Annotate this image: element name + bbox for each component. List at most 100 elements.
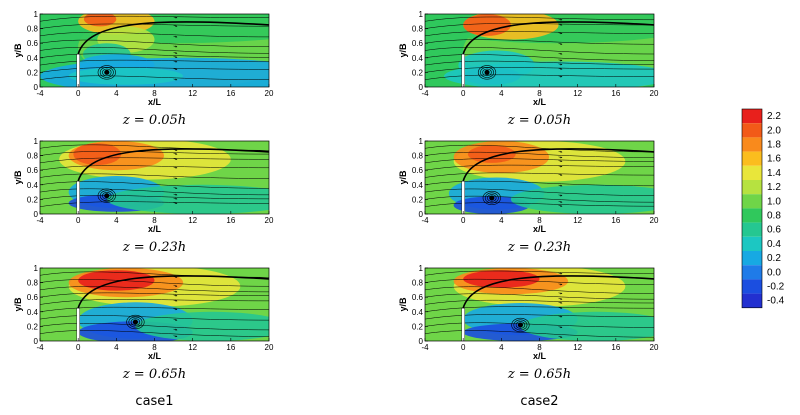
x-axis-label: x/L (533, 97, 547, 107)
contour-field (425, 14, 654, 87)
x-tick-label: 20 (265, 89, 274, 98)
colorbar-swatch (742, 151, 762, 166)
x-tick-label: 4 (499, 343, 504, 352)
x-tick-label: 8 (152, 343, 157, 352)
y-tick-label: 0.6 (412, 166, 424, 175)
wall (461, 53, 465, 87)
x-tick-label: 20 (650, 89, 659, 98)
y-axis-label: y/B (13, 170, 23, 185)
x-tick-label: 12 (573, 89, 582, 98)
x-tick-label: 0 (461, 343, 466, 352)
y-tick-label: 0 (34, 83, 39, 92)
wall (76, 180, 80, 214)
y-tick-label: 0.8 (412, 152, 424, 161)
x-tick-label: 8 (152, 89, 157, 98)
colorbar-label: 1.2 (767, 182, 781, 193)
y-axis-label: y/B (398, 43, 408, 58)
x-tick-label: 4 (114, 216, 119, 225)
y-tick-label: 0.6 (412, 293, 424, 302)
y-tick-label: 0.4 (27, 308, 39, 317)
colorbar-swatch (742, 279, 762, 294)
contour-field (425, 141, 654, 214)
x-tick-label: 0 (461, 89, 466, 98)
y-tick-label: 0.4 (412, 54, 424, 63)
x-tick-label: 16 (226, 216, 235, 225)
y-tick-label: 0 (419, 210, 424, 219)
y-tick-label: 0 (34, 210, 39, 219)
colorbar-swatch (742, 194, 762, 209)
y-tick-label: 0.4 (412, 308, 424, 317)
y-tick-label: 0.6 (27, 39, 39, 48)
y-tick-label: 0.2 (412, 68, 424, 77)
y-tick-label: 0.2 (27, 195, 39, 204)
colorbar-swatch (742, 222, 762, 237)
x-tick-label: 4 (114, 343, 119, 352)
colorbar-label: 0.2 (767, 253, 781, 264)
x-axis-label: x/L (148, 224, 162, 234)
x-tick-label: 12 (188, 89, 197, 98)
colorbar-swatch (742, 293, 762, 308)
x-tick-label: -4 (36, 343, 44, 352)
colorbar-swatch (742, 208, 762, 223)
x-tick-label: 0 (76, 343, 81, 352)
x-tick-label: 16 (611, 89, 620, 98)
y-tick-label: 0.8 (27, 152, 39, 161)
x-tick-label: 4 (499, 89, 504, 98)
x-tick-label: 20 (265, 343, 274, 352)
colorbar-label: 1.6 (767, 154, 781, 165)
colorbar-swatch (742, 123, 762, 138)
case-label: case1 (135, 394, 173, 409)
panel-caption: z = 0.05h (122, 113, 186, 128)
y-tick-label: 0.4 (27, 54, 39, 63)
colorbar-label: 2.0 (767, 125, 781, 136)
x-tick-label: 16 (611, 343, 620, 352)
x-tick-label: 12 (573, 216, 582, 225)
colorbar-label: 0.8 (767, 211, 781, 222)
x-tick-label: 4 (114, 89, 119, 98)
x-tick-label: 0 (461, 216, 466, 225)
y-tick-label: 0.6 (27, 166, 39, 175)
x-tick-label: 16 (611, 216, 620, 225)
y-axis-label: y/B (398, 297, 408, 312)
colorbar-label: 1.8 (767, 140, 781, 151)
y-tick-label: 0.2 (412, 195, 424, 204)
x-tick-label: 8 (152, 216, 157, 225)
streamlines (425, 16, 654, 80)
x-tick-label: -4 (36, 216, 44, 225)
x-tick-label: 20 (650, 216, 659, 225)
panel-caption: z = 0.23h (122, 240, 186, 255)
streamlines (425, 270, 654, 338)
y-tick-label: 1 (419, 137, 424, 146)
y-tick-label: 0 (34, 337, 39, 346)
colorbar: 2.2 2.0 1.8 1.6 1.4 1.2 1.0 0.8 0.6 0.4 0.2 0.0 -0.2… (741, 108, 785, 309)
x-tick-label: -4 (421, 216, 429, 225)
x-tick-label: 12 (188, 216, 197, 225)
y-tick-label: 0.2 (412, 322, 424, 331)
y-tick-label: 0.8 (27, 25, 39, 34)
y-tick-label: 1 (34, 264, 39, 273)
colorbar-swatch (742, 165, 762, 180)
contour-field (40, 14, 269, 87)
colorbar-label: 0.0 (767, 267, 781, 278)
x-tick-label: 8 (537, 343, 542, 352)
x-tick-label: -4 (36, 89, 44, 98)
wall (76, 307, 80, 341)
panel-caption: z = 0.23h (507, 240, 571, 255)
colorbar-label: 2.2 (767, 111, 781, 122)
x-tick-label: 0 (76, 216, 81, 225)
colorbar-swatch (742, 137, 762, 152)
x-axis-label: x/L (533, 351, 547, 361)
panel-caption: z = 0.05h (507, 113, 571, 128)
wall (461, 180, 465, 214)
case-label: case2 (520, 394, 558, 409)
x-tick-label: 16 (226, 89, 235, 98)
colorbar-label: 0.6 (767, 225, 781, 236)
y-tick-label: 0 (419, 337, 424, 346)
x-tick-label: 20 (650, 343, 659, 352)
